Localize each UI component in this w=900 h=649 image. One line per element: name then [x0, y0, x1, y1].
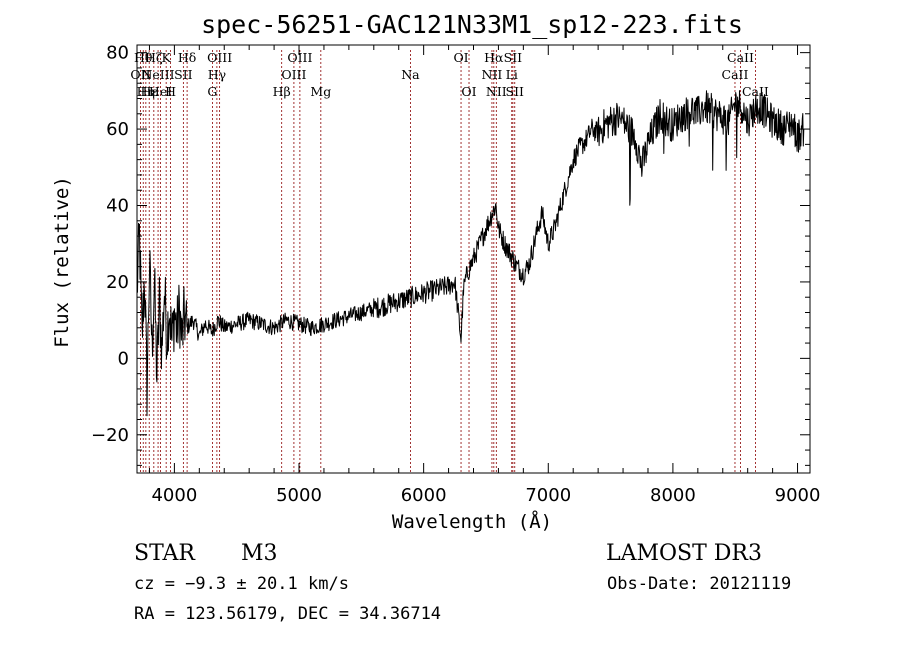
line-label-6: HeI — [149, 84, 172, 99]
line-label-16: OIII — [287, 50, 312, 65]
line-label-7: K — [161, 50, 171, 65]
line-label-4: Hζ — [145, 50, 163, 65]
line-label-14: Hβ — [273, 84, 291, 99]
x-tick-label-5: 9000 — [775, 485, 821, 506]
line-label-10: Hδ — [178, 50, 196, 65]
y-tick-label-1: 0 — [118, 348, 129, 369]
x-axis-label: Wavelength (Å) — [392, 510, 552, 533]
observation-date: Obs-Date: 20121119 — [607, 574, 791, 594]
line-label-20: OI — [461, 84, 476, 99]
line-label-9: SII — [174, 67, 193, 82]
y-axis-label: Flux (relative) — [51, 176, 73, 348]
line-label-12: Hγ — [208, 67, 226, 82]
line-label-13: OIII — [207, 50, 232, 65]
y-ticks: −20 0 20 40 60 80 — [91, 43, 810, 466]
info-block: STAR M3 LAMOST DR3 cz = −9.3 ± 20.1 km/s… — [134, 541, 791, 624]
y-tick-label-0: −20 — [91, 425, 129, 446]
line-label-19: OI — [453, 50, 468, 65]
y-tick-label-3: 40 — [106, 196, 129, 217]
line-label-27: CaII — [722, 67, 749, 82]
line-label-11: G — [207, 84, 217, 99]
object-class: STAR — [134, 541, 196, 566]
line-label-26: SII — [506, 84, 525, 99]
x-tick-label-1: 5000 — [276, 485, 322, 506]
line-label-2: Hη — [137, 84, 155, 99]
line-label-25: SII — [504, 50, 523, 65]
spectrum-series — [136, 90, 805, 417]
line-label-17: Mg — [310, 84, 331, 99]
line-label-22: Hα — [484, 50, 504, 65]
line-label-3: Hε — [141, 84, 158, 99]
x-tick-label-0: 4000 — [151, 485, 197, 506]
spectrum-line-0 — [136, 90, 805, 417]
line-label-24: Li — [506, 67, 518, 82]
y-tick-label-5: 80 — [106, 43, 129, 64]
x-tick-label-2: 6000 — [401, 485, 447, 506]
line-label-21: NII — [482, 67, 503, 82]
plot-frame — [136, 44, 811, 474]
y-tick-label-2: 20 — [106, 272, 129, 293]
line-label-5: NeIII — [141, 67, 174, 82]
line-label-1: Hθ — [134, 50, 152, 65]
object-subclass: M3 — [241, 541, 278, 566]
redshift-value: cz = −9.3 ± 20.1 km/s — [134, 574, 349, 594]
line-markers — [140, 50, 756, 473]
survey-name: LAMOST DR3 — [606, 541, 762, 566]
line-label-8: H — [165, 84, 176, 99]
x-ticks: 4000 5000 6000 7000 8000 9000 — [148, 45, 821, 506]
line-label-18: Na — [401, 67, 420, 82]
x-tick-label-3: 7000 — [525, 485, 571, 506]
chart-title: spec-56251-GAC121N33M1_sp12-223.fits — [201, 10, 743, 39]
line-label-23: NII — [486, 84, 507, 99]
x-tick-label-4: 8000 — [650, 485, 696, 506]
line-label-0: OII — [130, 67, 150, 82]
line-label-15: OIII — [281, 67, 306, 82]
line-label-28: CaII — [727, 50, 754, 65]
sky-coordinates: RA = 123.56179, DEC = 34.36714 — [134, 604, 441, 624]
y-tick-label-4: 60 — [106, 119, 129, 140]
